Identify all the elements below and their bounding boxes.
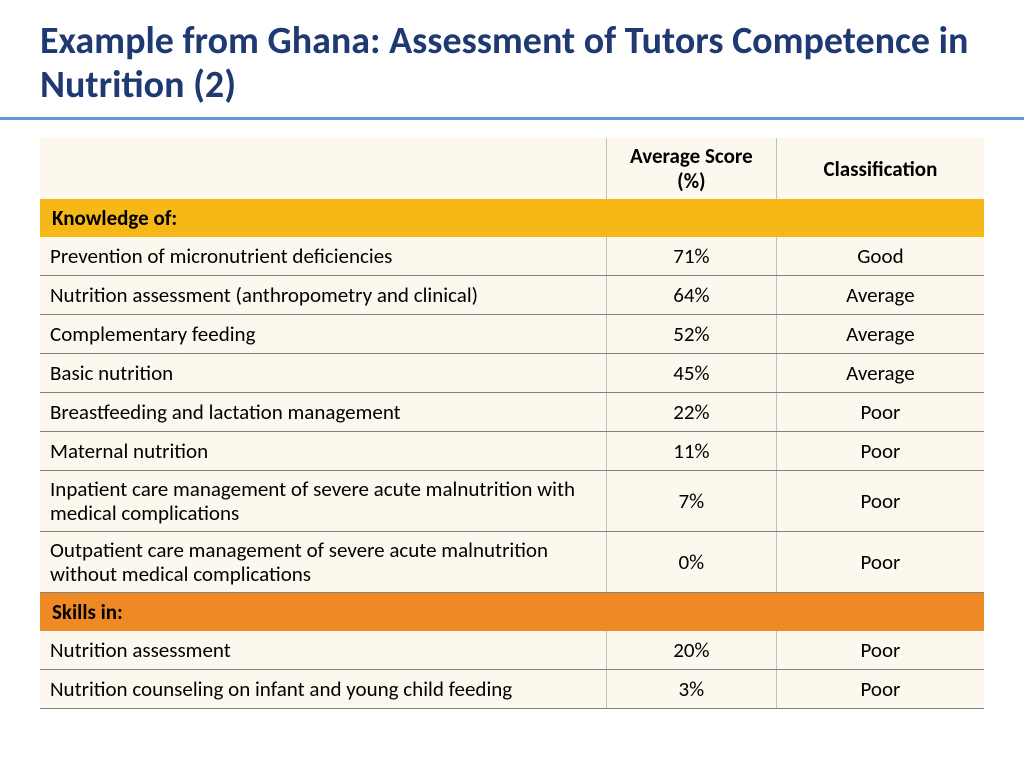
row-class: Good bbox=[776, 237, 984, 276]
table-row: Prevention of micronutrient deficiencies… bbox=[40, 237, 984, 276]
row-class: Poor bbox=[776, 531, 984, 592]
table-row: Nutrition counseling on infant and young… bbox=[40, 670, 984, 709]
row-score: 0% bbox=[606, 531, 776, 592]
slide-title: Example from Ghana: Assessment of Tutors… bbox=[40, 20, 984, 107]
row-class: Poor bbox=[776, 670, 984, 709]
table-row: Nutrition assessment (anthropometry and … bbox=[40, 275, 984, 314]
row-score: 64% bbox=[606, 275, 776, 314]
section-label: Knowledge of: bbox=[40, 199, 984, 237]
table-row: Basic nutrition 45% Average bbox=[40, 353, 984, 392]
row-class: Poor bbox=[776, 631, 984, 670]
row-class: Average bbox=[776, 353, 984, 392]
row-label: Outpatient care management of severe acu… bbox=[40, 531, 606, 592]
table-row: Inpatient care management of severe acut… bbox=[40, 470, 984, 531]
row-score: 22% bbox=[606, 392, 776, 431]
table-row: Complementary feeding 52% Average bbox=[40, 314, 984, 353]
table-header-row: Average Score (%) Classification bbox=[40, 138, 984, 198]
row-score: 52% bbox=[606, 314, 776, 353]
table-row: Breastfeeding and lactation management 2… bbox=[40, 392, 984, 431]
row-label: Nutrition counseling on infant and young… bbox=[40, 670, 606, 709]
row-label: Maternal nutrition bbox=[40, 431, 606, 470]
slide: Example from Ghana: Assessment of Tutors… bbox=[0, 0, 1024, 768]
table-row: Maternal nutrition 11% Poor bbox=[40, 431, 984, 470]
section-knowledge: Knowledge of: bbox=[40, 199, 984, 237]
col-header-score: Average Score (%) bbox=[606, 138, 776, 198]
row-label: Basic nutrition bbox=[40, 353, 606, 392]
title-divider bbox=[0, 117, 1024, 120]
row-class: Average bbox=[776, 314, 984, 353]
row-class: Poor bbox=[776, 392, 984, 431]
table-row: Nutrition assessment 20% Poor bbox=[40, 631, 984, 670]
row-label: Breastfeeding and lactation management bbox=[40, 392, 606, 431]
col-header-classification: Classification bbox=[776, 138, 984, 198]
row-score: 7% bbox=[606, 470, 776, 531]
row-score: 71% bbox=[606, 237, 776, 276]
row-label: Prevention of micronutrient deficiencies bbox=[40, 237, 606, 276]
row-label: Complementary feeding bbox=[40, 314, 606, 353]
row-class: Poor bbox=[776, 431, 984, 470]
row-score: 3% bbox=[606, 670, 776, 709]
row-label: Nutrition assessment bbox=[40, 631, 606, 670]
row-score: 20% bbox=[606, 631, 776, 670]
row-score: 11% bbox=[606, 431, 776, 470]
row-score: 45% bbox=[606, 353, 776, 392]
section-label: Skills in: bbox=[40, 593, 984, 632]
row-class: Average bbox=[776, 275, 984, 314]
section-skills: Skills in: bbox=[40, 593, 984, 632]
row-label: Nutrition assessment (anthropometry and … bbox=[40, 275, 606, 314]
table-row: Outpatient care management of severe acu… bbox=[40, 531, 984, 592]
row-class: Poor bbox=[776, 470, 984, 531]
row-label: Inpatient care management of severe acut… bbox=[40, 470, 606, 531]
col-header-blank bbox=[40, 138, 606, 198]
competence-table: Average Score (%) Classification Knowled… bbox=[40, 138, 984, 709]
